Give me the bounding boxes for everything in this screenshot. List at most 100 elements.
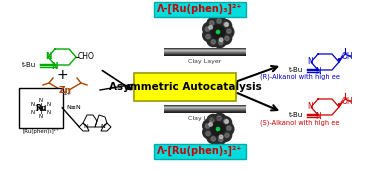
Circle shape [227,29,231,33]
Circle shape [225,23,228,26]
Circle shape [221,122,234,135]
Circle shape [205,124,209,128]
Circle shape [211,40,215,44]
FancyBboxPatch shape [154,1,246,16]
Text: +: + [56,68,68,82]
Text: 2+: 2+ [64,91,72,96]
Bar [164,49,246,50]
Circle shape [213,132,226,145]
Circle shape [218,40,223,45]
Text: N: N [39,114,43,119]
Circle shape [217,116,221,120]
FancyBboxPatch shape [134,73,236,101]
Circle shape [206,34,210,39]
Text: N: N [47,102,51,107]
Text: Λ-[Ru(phen)₃]²⁺: Λ-[Ru(phen)₃]²⁺ [157,146,243,156]
Circle shape [225,120,228,123]
Text: N: N [315,67,321,76]
Circle shape [224,119,228,123]
Text: N: N [31,110,35,114]
Circle shape [207,34,220,47]
FancyBboxPatch shape [154,143,246,159]
Text: N: N [52,62,58,70]
Circle shape [216,30,220,34]
Bar [164,48,246,49]
Text: N: N [31,102,35,107]
Circle shape [209,122,212,126]
Circle shape [206,131,210,136]
Bar [164,106,246,107]
Circle shape [227,126,231,130]
Circle shape [219,135,223,139]
Circle shape [210,118,214,122]
Text: [Ru(phen)₃]²⁺: [Ru(phen)₃]²⁺ [23,128,59,134]
Circle shape [219,38,223,42]
Text: Λ-[Ru(phen)₃]²⁺: Λ-[Ru(phen)₃]²⁺ [157,4,243,14]
Bar [164,53,246,54]
Circle shape [219,32,232,45]
Text: N: N [307,102,313,111]
Text: N: N [315,111,321,120]
Bar [164,52,246,53]
Bar [164,109,246,110]
Bar [164,105,246,106]
Text: t-Bu: t-Bu [289,112,303,118]
Bar [164,111,246,112]
Circle shape [207,131,220,144]
Bar [164,110,246,111]
Circle shape [221,25,234,39]
Text: (S)-Alkanol with high ee: (S)-Alkanol with high ee [260,120,340,126]
Circle shape [207,114,220,127]
FancyBboxPatch shape [19,88,63,128]
Bar [164,107,246,108]
Circle shape [203,22,216,35]
Text: CHO: CHO [78,51,95,61]
Circle shape [216,127,220,131]
Circle shape [225,133,229,137]
Text: •: • [336,55,342,65]
Text: N: N [45,51,51,61]
Bar [164,51,246,52]
Circle shape [217,19,221,23]
Text: •: • [336,100,342,110]
Text: Clay Layer: Clay Layer [188,116,222,121]
Text: Ru: Ru [35,103,47,113]
Circle shape [219,19,232,33]
Circle shape [211,25,225,39]
Circle shape [203,29,216,42]
Text: N: N [307,56,313,65]
Circle shape [219,128,232,142]
Bar [164,54,246,55]
Text: N: N [84,125,88,130]
Circle shape [210,21,214,25]
Bar [164,50,246,51]
Circle shape [224,22,228,27]
Circle shape [213,16,226,29]
Circle shape [211,122,225,136]
Text: t-Bu: t-Bu [22,62,36,68]
Text: Asymmetric Autocatalysis: Asymmetric Autocatalysis [108,82,261,92]
Circle shape [219,117,232,129]
Bar [164,112,246,113]
Text: N: N [39,97,43,102]
Circle shape [213,113,226,126]
Text: N: N [101,125,105,130]
Circle shape [203,119,216,132]
Circle shape [203,126,216,139]
Bar [164,108,246,109]
Text: Clay Layer: Clay Layer [188,59,222,64]
Circle shape [218,137,223,142]
Text: Zn: Zn [59,85,71,94]
Text: (R)-Alkanol with high ee: (R)-Alkanol with high ee [260,74,340,80]
Bar [164,55,246,56]
Text: OH: OH [342,96,354,105]
Text: OH: OH [342,51,354,61]
Circle shape [209,26,212,29]
Circle shape [213,35,226,48]
Circle shape [225,36,229,41]
Circle shape [211,137,215,141]
Circle shape [207,17,220,30]
Text: N: N [47,110,51,114]
Circle shape [205,27,209,31]
Text: t-Bu: t-Bu [289,67,303,73]
